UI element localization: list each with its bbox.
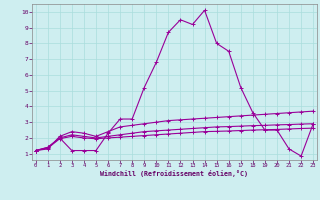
X-axis label: Windchill (Refroidissement éolien,°C): Windchill (Refroidissement éolien,°C) bbox=[100, 170, 248, 177]
